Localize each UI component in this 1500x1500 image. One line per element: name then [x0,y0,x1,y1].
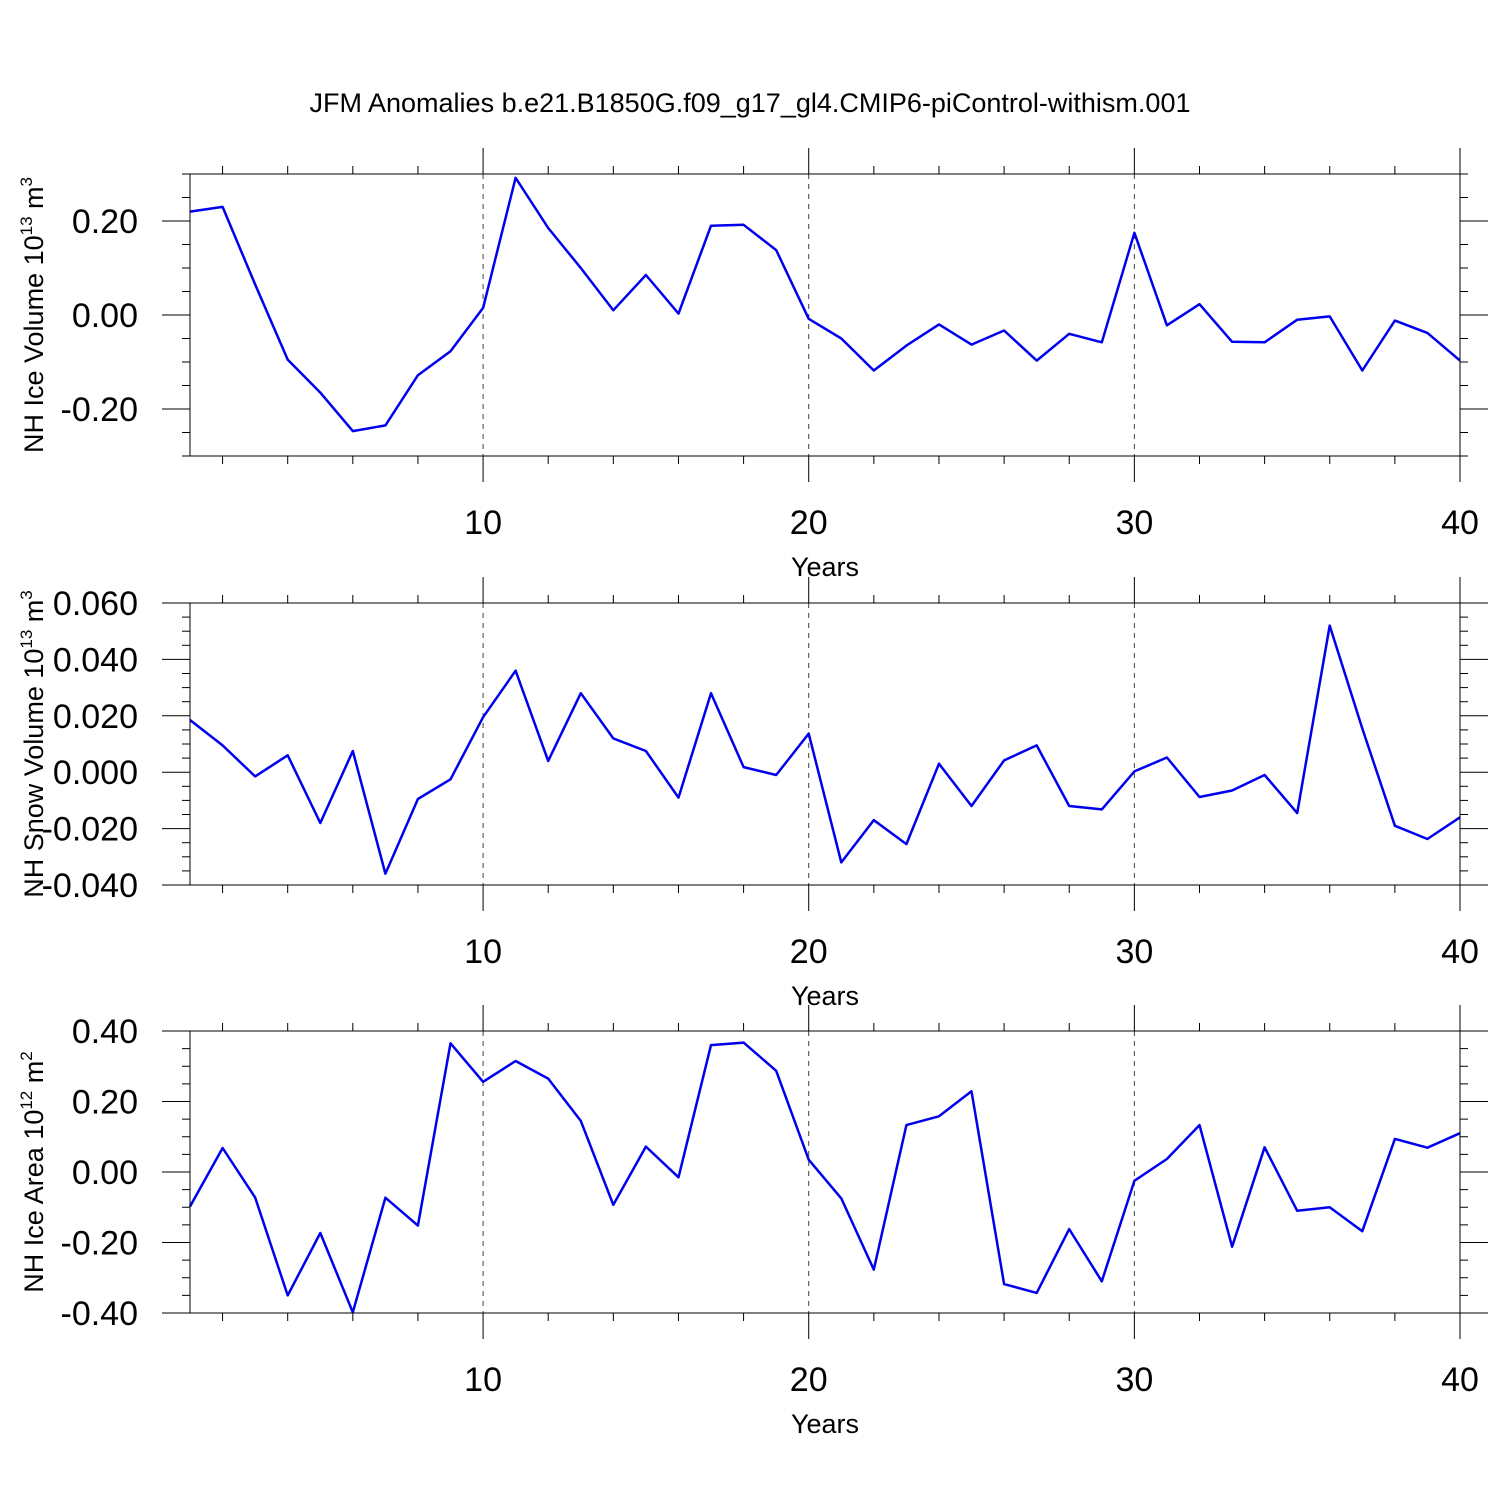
panels-layer: -0.20 0.00 0.20 10 20 30 40 Years NH Ice Volume … [17,148,1488,1439]
series-line [189,624,1461,875]
y-tick-label: 0.020 [53,698,138,736]
x-tick-label: 10 [464,504,502,542]
panel-1: -0.20 0.00 0.20 10 20 30 40 Years NH Ice Volume … [17,148,1488,582]
y-tick-label: -0.040 [42,867,138,905]
x-tick-label: 10 [464,933,502,971]
y-tick-label: 0.20 [72,1084,138,1122]
plot-frame [189,173,1461,457]
y-axis-label: NH Ice Area 1012 m2 [17,1051,49,1292]
y-tick-label: 0.000 [53,754,138,792]
y-tick-label: 0.00 [72,1154,138,1192]
y-axis-label-unit-exponent: 2 [17,1051,36,1060]
y-axis-label-unit: m [19,1061,49,1091]
panel-2: -0.040 -0.020 0.000 0.020 0.040 0.060 10 20 30 40… [17,577,1488,1011]
y-axis-label-text: NH Snow Volume 10 [19,649,49,898]
y-tick-label: -0.20 [61,1225,139,1263]
x-axis-label: Years [791,981,859,1011]
x-tick-label: 30 [1115,504,1153,542]
x-tick-label: 20 [790,504,828,542]
y-axis-label-unit: m [19,186,49,216]
y-axis-label-exponent: 13 [17,630,36,649]
y-axis-label-unit-exponent: 3 [17,177,36,186]
x-tick-label: 10 [464,1361,502,1399]
x-tick-label: 40 [1441,504,1479,542]
x-tick-label: 20 [790,933,828,971]
y-tick-label: 0.40 [72,1013,138,1051]
plot-frame [189,602,1461,886]
y-tick-label: -0.20 [61,391,139,429]
y-axis-label: NH Ice Volume 1013 m3 [17,177,49,453]
x-tick-label: 20 [790,1361,828,1399]
y-tick-label: 0.00 [72,297,138,335]
x-axis-label: Years [791,1409,859,1439]
panel-3: -0.40 -0.20 0.00 0.20 0.40 10 20 30 40 Years NH Ic… [17,1005,1488,1439]
y-axis-label: NH Snow Volume 1013 m3 [17,590,49,898]
y-tick-label: -0.40 [61,1295,139,1333]
y-tick-label: 0.20 [72,203,138,241]
y-axis-label-exponent: 13 [17,216,36,235]
x-tick-label: 40 [1441,933,1479,971]
series-line [188,1041,1461,1314]
y-axis-label-text: NH Ice Area 10 [19,1110,49,1293]
chart-title: JFM Anomalies b.e21.B1850G.f09_g17_gl4.C… [310,88,1191,118]
plot-frame [189,1030,1461,1314]
y-axis-label-text: NH Ice Volume 10 [19,235,49,453]
x-tick-label: 30 [1115,1361,1153,1399]
y-axis-label-unit-exponent: 3 [17,590,36,599]
x-axis-label: Years [791,552,859,582]
y-tick-label: 0.060 [53,585,138,623]
y-tick-label: 0.040 [53,641,138,679]
y-axis-label-exponent: 12 [17,1091,36,1110]
y-axis-label-unit: m [19,600,49,630]
x-tick-label: 30 [1115,933,1153,971]
y-tick-label: -0.020 [42,811,138,849]
x-tick-label: 40 [1441,1361,1479,1399]
series-line [189,176,1461,433]
